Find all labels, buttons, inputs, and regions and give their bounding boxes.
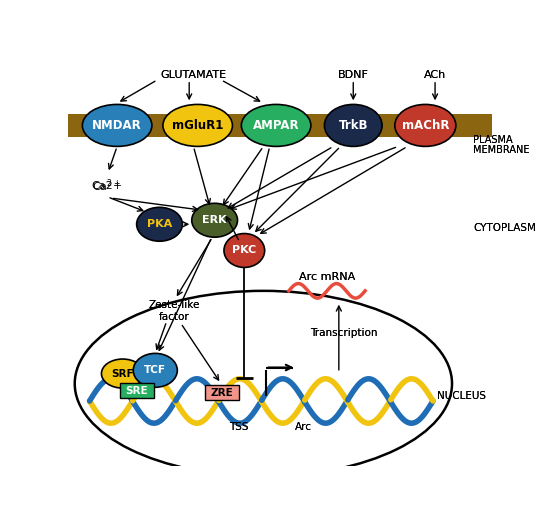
Ellipse shape [163, 104, 232, 146]
Bar [68, 114, 492, 137]
Text: PKC: PKC [232, 246, 257, 256]
Text: AMPAR: AMPAR [253, 119, 299, 132]
Text: PLASMA: PLASMA [473, 135, 513, 145]
Text: mGluR1: mGluR1 [172, 119, 223, 132]
Ellipse shape [133, 353, 177, 387]
Text: TrkB: TrkB [339, 119, 368, 132]
Text: TSS: TSS [229, 422, 248, 432]
Text: NUCLEUS: NUCLEUS [437, 391, 486, 401]
Text: TSS: TSS [229, 422, 248, 432]
Text: NMDAR: NMDAR [92, 119, 142, 132]
Text: CYTOPLASM: CYTOPLASM [473, 223, 536, 233]
Bar [120, 383, 154, 398]
Text: TCF: TCF [144, 365, 166, 375]
Text: mAChR: mAChR [401, 119, 449, 132]
Text: SRE: SRE [126, 386, 148, 396]
Ellipse shape [137, 208, 182, 241]
Text: Arc: Arc [295, 422, 312, 432]
Text: PLASMA: PLASMA [473, 135, 513, 145]
Ellipse shape [324, 104, 382, 146]
Text: Zeste-like
factor: Zeste-like factor [149, 300, 200, 322]
Ellipse shape [241, 104, 311, 146]
Text: ACh: ACh [424, 70, 446, 80]
Text: BDNF: BDNF [338, 70, 369, 80]
Text: Transcription: Transcription [310, 328, 377, 338]
Ellipse shape [224, 234, 265, 267]
Text: SRF: SRF [112, 368, 134, 378]
Text: Ca2+: Ca2+ [91, 181, 122, 191]
Ellipse shape [192, 203, 237, 237]
Text: ACh: ACh [424, 70, 446, 80]
Text: Arc: Arc [295, 422, 312, 432]
Text: GLUTAMATE: GLUTAMATE [160, 70, 226, 80]
Ellipse shape [101, 359, 144, 388]
Ellipse shape [395, 104, 456, 146]
Text: BDNF: BDNF [338, 70, 369, 80]
Text: Zeste-like
factor: Zeste-like factor [149, 300, 200, 322]
Text: NUCLEUS: NUCLEUS [437, 391, 486, 401]
Text: MEMBRANE: MEMBRANE [473, 146, 529, 156]
Text: Ca$^{2+}$: Ca$^{2+}$ [92, 178, 121, 194]
Text: Arc mRNA: Arc mRNA [299, 272, 355, 282]
Text: MEMBRANE: MEMBRANE [473, 146, 529, 156]
Text: Transcription: Transcription [310, 328, 377, 338]
Ellipse shape [83, 104, 152, 146]
Text: PKA: PKA [147, 219, 172, 230]
Ellipse shape [75, 291, 452, 476]
Text: CYTOPLASM: CYTOPLASM [473, 223, 536, 233]
Bar [205, 385, 239, 400]
Text: GLUTAMATE: GLUTAMATE [160, 70, 226, 80]
Text: Arc mRNA: Arc mRNA [299, 272, 355, 282]
Text: ERK: ERK [202, 215, 227, 225]
Text: ZRE: ZRE [211, 388, 233, 398]
